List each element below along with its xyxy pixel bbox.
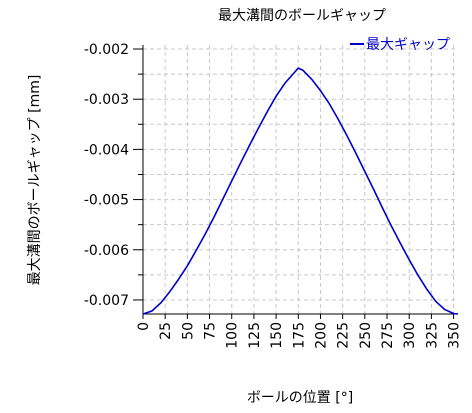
x-tick-label: 350	[447, 322, 463, 349]
x-tick-label: 200	[313, 322, 329, 349]
series-line	[142, 67, 459, 315]
y-tick-label: -0.003	[84, 92, 129, 108]
axes	[133, 45, 458, 319]
y-tick-label: -0.006	[84, 243, 129, 259]
x-axis-label: ボールの位置 [°]	[247, 390, 353, 406]
x-tick-label: 325	[424, 322, 440, 349]
y-tick-label: -0.002	[84, 42, 129, 58]
x-tick-label: 300	[402, 322, 418, 349]
x-tick-label: 125	[247, 322, 263, 349]
x-tick-label: 75	[203, 322, 219, 340]
series-layer	[142, 67, 459, 315]
x-tick-label: 25	[158, 322, 174, 340]
x-tick-label: 0	[136, 322, 152, 331]
x-tick-label: 275	[380, 322, 396, 349]
y-tick-label: -0.007	[84, 293, 129, 309]
legend: 最大ギャップ	[350, 37, 450, 53]
y-axis-label: 最大溝間のボールギャップ [mm]	[27, 75, 43, 286]
x-tick-label: 250	[358, 322, 374, 349]
y-tick-label: -0.005	[84, 193, 129, 209]
x-tick-label: 100	[225, 322, 241, 349]
x-tick-label: 175	[291, 322, 307, 349]
tick-labels: 0 25 50 75 100 125 150 175 200 225 250 275 300 325 350…	[84, 42, 463, 349]
y-tick-label: -0.004	[84, 142, 129, 158]
grid	[143, 45, 458, 314]
legend-label: 最大ギャップ	[366, 37, 450, 53]
x-tick-label: 50	[180, 322, 196, 340]
chart-title: 最大溝間のボールギャップ	[218, 8, 386, 24]
x-tick-label: 150	[269, 322, 285, 349]
x-tick-label: 225	[336, 322, 352, 349]
